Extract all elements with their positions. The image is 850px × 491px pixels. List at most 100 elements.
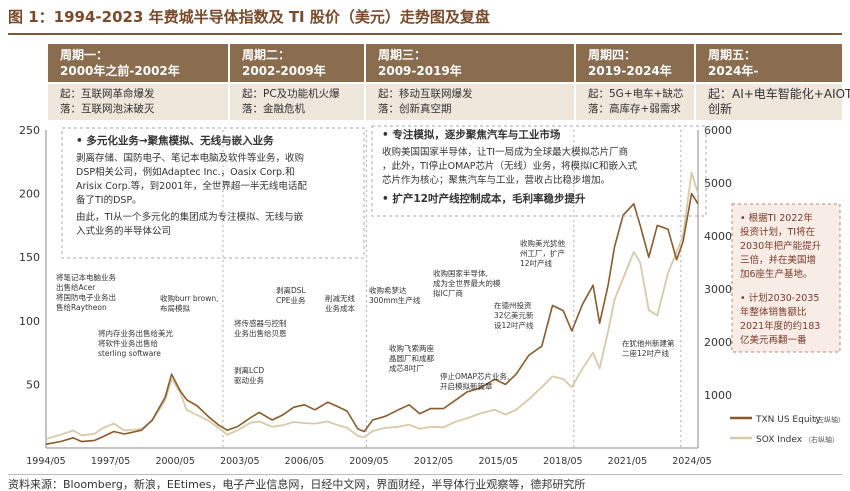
period-4-rise: 起：5G+电车+缺芯 — [588, 88, 684, 100]
period-1-range: 2000年之前-2002年 — [60, 64, 180, 78]
x-tick-label: 2000/05 — [155, 456, 194, 467]
svg-text:晶圆厂和成都: 晶圆厂和成都 — [389, 353, 434, 363]
period-3-rise: 起：移动互联网爆发 — [378, 88, 473, 100]
box1-line-1: 剥离存储、国防电子、笔记本电脑及软件等业务，收购 — [76, 152, 304, 164]
chart-axes: 50 100 150 200 250 1000 2000 3000 4000 5000 6000 19… — [19, 124, 732, 467]
svg-text:• 计划2030-2035: • 计划2030-2035 — [740, 292, 819, 304]
svg-text:停止OMAP芯片业务,: 停止OMAP芯片业务, — [440, 371, 509, 381]
period-3-fall: 落：创新真空期 — [378, 103, 452, 115]
svg-text:设12吋产线: 设12吋产线 — [494, 320, 534, 330]
svg-text:业务出售给贝恩: 业务出售给贝恩 — [234, 328, 287, 338]
period-1-label: 周期一： — [60, 48, 109, 62]
box1-line-5: 由此，TI从一个多元化的集团成为专注模拟、无线与嵌 — [76, 211, 304, 223]
legend: TXN US Equity （左纵轴） SOX Index （右纵轴） — [730, 415, 845, 445]
period-5-fall: 创新 — [708, 102, 733, 116]
right-tick-label: 3000 — [704, 283, 732, 296]
legend-sox-axis: （右纵轴） — [804, 435, 839, 444]
box2-title: • 专注模拟，逐步聚焦汽车与工业市场 — [382, 128, 561, 141]
cycle-boundaries — [222, 130, 682, 448]
period-3-range: 2009-2019年 — [378, 64, 462, 78]
svg-text:拟IC厂商: 拟IC厂商 — [433, 288, 463, 298]
svg-text:业务成本: 业务成本 — [325, 303, 355, 313]
svg-text:32亿美元新: 32亿美元新 — [494, 310, 534, 320]
sox-line — [45, 171, 699, 440]
left-tick-label: 150 — [19, 251, 40, 264]
title-divider — [8, 33, 842, 35]
x-tick-label: 2006/05 — [285, 456, 324, 467]
svg-text:在德州投资: 在德州投资 — [494, 300, 532, 310]
svg-text:在犹他州新建第: 在犹他州新建第 — [622, 338, 675, 348]
period-2-header: 周期二： 2002-2009年 — [230, 44, 364, 82]
svg-text:亿美元再翻一番: 亿美元再翻一番 — [740, 334, 807, 346]
legend-txn-axis: （左纵轴） — [810, 415, 845, 424]
box2-line-3: 芯片作为核心；聚焦汽车与工业，营收占比稳步增加。 — [382, 174, 610, 186]
period-1-fall: 落：互联网泡沫破灭 — [60, 103, 155, 115]
period-3-label: 周期三： — [378, 48, 427, 62]
right-tick-label: 1000 — [704, 389, 732, 402]
period-2-range: 2002-2009年 — [242, 64, 326, 78]
svg-text:CPE业务: CPE业务 — [276, 295, 306, 305]
svg-text:将笔记本电脑业务: 将笔记本电脑业务 — [56, 272, 116, 282]
svg-text:收购飞索两座: 收购飞索两座 — [389, 343, 434, 353]
right-tick-label: 5000 — [704, 177, 732, 190]
svg-text:300mm生产线: 300mm生产线 — [369, 295, 421, 305]
source-note: 资料来源：Bloomberg，新浪，EEtimes，电子产业信息网，日经中文网，… — [8, 478, 586, 491]
txn-series — [45, 192, 699, 445]
x-tick-label: 2012/05 — [414, 456, 453, 467]
box1-line-2: DSP相关公司，例如Adaptec Inc.，Oasix Corp.和 — [76, 166, 295, 178]
event-3: 收购burr brown,布局模拟 — [160, 293, 218, 313]
x-tick-label: 2018/05 — [543, 456, 582, 467]
svg-text:2021年度的约183: 2021年度的约183 — [740, 320, 820, 332]
svg-text:二座12吋产线: 二座12吋产线 — [622, 348, 670, 358]
svg-text:出售给Acer: 出售给Acer — [56, 282, 96, 292]
left-tick-label: 250 — [19, 124, 40, 137]
x-tick-label: 2024/05 — [672, 456, 711, 467]
legend-txn-label: TXN US Equity — [755, 415, 822, 425]
period-3-header: 周期三： 2009-2019年 — [366, 44, 574, 82]
svg-text:投资计划，TI将在: 投资计划，TI将在 — [740, 226, 815, 238]
left-tick-label: 200 — [19, 188, 40, 201]
figure-title: 图 1：1994-2023 年费城半导体指数及 TI 股价（美元）走势图及复盘 — [8, 8, 490, 26]
svg-text:12吋产线: 12吋产线 — [520, 258, 553, 268]
period-5-rise: 起：AI+电车智能化+AIOT — [708, 87, 850, 101]
period-4-label: 周期四： — [588, 48, 637, 62]
period-1-rise: 起：互联网革命爆发 — [60, 88, 155, 100]
x-tick-label: 2015/05 — [478, 456, 517, 467]
box2-line-1: 收购美国国家半导体，让TI一局成为全球最大模拟芯片厂商 — [382, 146, 628, 158]
box1-title: • 多元化业务→聚焦模拟、无线与嵌入业务 — [76, 134, 274, 147]
svg-text:收购国家半导体,: 收购国家半导体, — [433, 268, 488, 278]
x-tick-label: 1994/05 — [26, 456, 65, 467]
side-box — [731, 203, 841, 353]
right-tick-label: 6000 — [704, 124, 732, 137]
annotation-box-1 — [61, 127, 365, 259]
svg-text:将传感器与控制: 将传感器与控制 — [234, 318, 287, 328]
sox-series — [45, 171, 699, 440]
svg-text:2030年把产能提升: 2030年把产能提升 — [740, 240, 822, 252]
svg-text:收购希梦达: 收购希梦达 — [369, 285, 407, 295]
svg-text:成为全世界最大的模: 成为全世界最大的模 — [433, 278, 501, 288]
period-4-drivers: 起：5G+电车+缺芯 落：高库存+弱需求 — [576, 84, 694, 120]
svg-text:加6座生产基地。: 加6座生产基地。 — [740, 268, 813, 280]
left-tick-label: 50 — [26, 378, 40, 391]
svg-text:布局模拟: 布局模拟 — [160, 303, 190, 313]
svg-text:开启模拟新篇章: 开启模拟新篇章 — [440, 381, 493, 391]
svg-text:将软件业务出售给: 将软件业务出售给 — [98, 338, 158, 348]
footer-divider — [8, 474, 842, 475]
svg-text:将内存业务出售给美光: 将内存业务出售给美光 — [98, 328, 173, 338]
period-4-fall: 落：高库存+弱需求 — [588, 103, 681, 115]
period-4-range: 2019-2024年 — [588, 64, 672, 78]
period-2-rise: 起：PC及功能机火爆 — [242, 88, 340, 100]
box2-line-2: ，此外，TI停止OMAP芯片（无线）业务，将模拟IC和嵌入式 — [382, 160, 637, 172]
box1-line-3: Arisix Corp.等，到2001年，全世界超一半无线电话配 — [76, 180, 307, 192]
